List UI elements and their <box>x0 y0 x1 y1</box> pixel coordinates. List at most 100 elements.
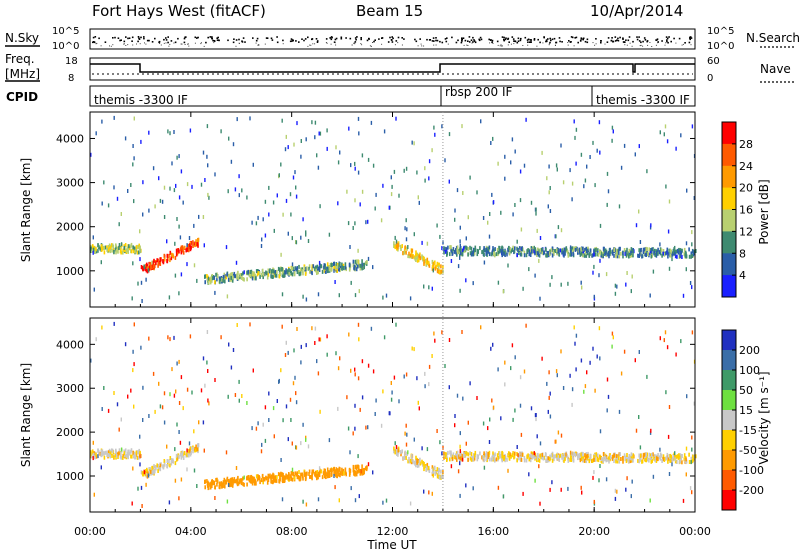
power-echo <box>516 253 518 258</box>
power-scatter-echo <box>154 204 156 209</box>
velocity-scatter-echo <box>467 420 469 425</box>
power-echo <box>500 248 502 253</box>
velocity-echo <box>625 455 627 460</box>
nave-label: Nave <box>760 62 791 76</box>
power-scatter-echo <box>646 169 648 174</box>
velocity-scatter-echo <box>646 374 648 379</box>
power-echo <box>655 253 658 258</box>
noise-sky-point <box>207 36 209 39</box>
velocity-echo <box>344 467 347 472</box>
power-echo <box>190 245 192 250</box>
velocity-echo <box>538 454 540 459</box>
velocity-echo <box>449 457 451 462</box>
power-scatter-echo <box>491 192 493 197</box>
noise-sky-point <box>627 39 630 42</box>
velocity-echo <box>314 472 316 477</box>
velocity-echo <box>301 474 304 479</box>
power-echo <box>156 258 158 263</box>
power-scatter-echo <box>163 215 166 219</box>
velocity-scatter-echo <box>133 322 135 327</box>
velocity-echo <box>197 443 200 448</box>
velocity-echo <box>206 483 209 488</box>
velocity-scatter-echo <box>593 499 595 504</box>
velocity-echo <box>316 470 319 474</box>
velocity-echo <box>127 455 129 460</box>
power-scatter-echo <box>380 218 383 223</box>
noise-search-point <box>681 44 683 46</box>
velocity-colorbar-tick-label: -15 <box>739 424 757 437</box>
power-echo <box>300 267 302 272</box>
noise-sky-point <box>582 38 584 41</box>
power-scatter-echo <box>101 201 103 206</box>
velocity-echo <box>691 459 693 464</box>
power-echo <box>181 245 184 250</box>
power-scatter-echo <box>407 245 409 249</box>
noise-sky-point <box>212 39 214 42</box>
velocity-echo <box>466 451 468 456</box>
noise-sky-point <box>355 38 357 41</box>
noise-sky-point <box>670 40 672 43</box>
power-scatter-echo <box>287 145 289 150</box>
velocity-scatter-echo <box>413 437 415 442</box>
power-scatter-echo <box>433 125 435 130</box>
noise-sky-point <box>436 39 439 42</box>
power-scatter-echo <box>101 119 103 124</box>
power-scatter-echo <box>388 205 390 210</box>
power-scatter-echo <box>550 248 553 252</box>
noise-sky-point <box>625 39 627 41</box>
velocity-echo <box>608 459 610 464</box>
power-echo <box>513 249 516 254</box>
power-echo <box>467 247 470 252</box>
velocity-echo <box>255 481 257 486</box>
power-scatter-echo <box>691 285 693 290</box>
power-echo <box>187 243 190 248</box>
power-echo <box>323 268 326 273</box>
velocity-colorbar-swatch <box>722 470 736 491</box>
velocity-echo <box>281 475 284 480</box>
velocity-scatter-echo <box>90 358 92 363</box>
power-echo <box>632 253 634 258</box>
velocity-scatter-echo <box>293 348 295 353</box>
velocity-scatter-echo <box>193 468 196 473</box>
power-echo <box>622 254 624 259</box>
power-echo <box>455 245 458 250</box>
power-scatter-echo <box>390 175 392 180</box>
velocity-echo <box>547 458 550 463</box>
velocity-scatter-echo <box>268 391 270 396</box>
time-tick-label: 00:00 <box>679 525 711 538</box>
velocity-echo <box>553 454 555 459</box>
power-echo <box>639 252 641 257</box>
power-echo <box>286 269 289 274</box>
power-echo <box>527 248 529 253</box>
power-echo <box>436 261 439 266</box>
power-echo <box>259 274 261 279</box>
power-echo <box>411 248 413 253</box>
velocity-echo <box>361 468 363 473</box>
velocity-echo <box>222 480 225 485</box>
velocity-echo <box>242 482 244 487</box>
power-scatter-echo <box>359 202 361 207</box>
velocity-scatter-echo <box>241 394 243 398</box>
velocity-scatter-echo <box>606 408 608 413</box>
velocity-echo <box>216 482 218 487</box>
velocity-scatter-echo <box>533 451 535 456</box>
velocity-scatter-echo <box>238 379 240 384</box>
power-echo <box>219 279 221 284</box>
velocity-echo <box>519 457 522 462</box>
power-scatter-echo <box>360 264 362 269</box>
velocity-scatter-echo <box>262 422 264 427</box>
power-scatter-echo <box>326 146 328 151</box>
power-scatter-echo <box>116 196 119 201</box>
velocity-echo <box>630 452 633 457</box>
power-echo <box>342 263 345 268</box>
power-scatter-echo <box>370 120 373 125</box>
power-echo <box>618 254 621 259</box>
velocity-echo <box>422 461 425 466</box>
power-scatter-echo <box>294 170 296 175</box>
power-echo <box>514 246 516 251</box>
power-echo <box>266 271 268 276</box>
noise-sky-point <box>586 41 589 44</box>
noise-sky-point <box>638 40 641 42</box>
velocity-echo <box>501 454 503 459</box>
